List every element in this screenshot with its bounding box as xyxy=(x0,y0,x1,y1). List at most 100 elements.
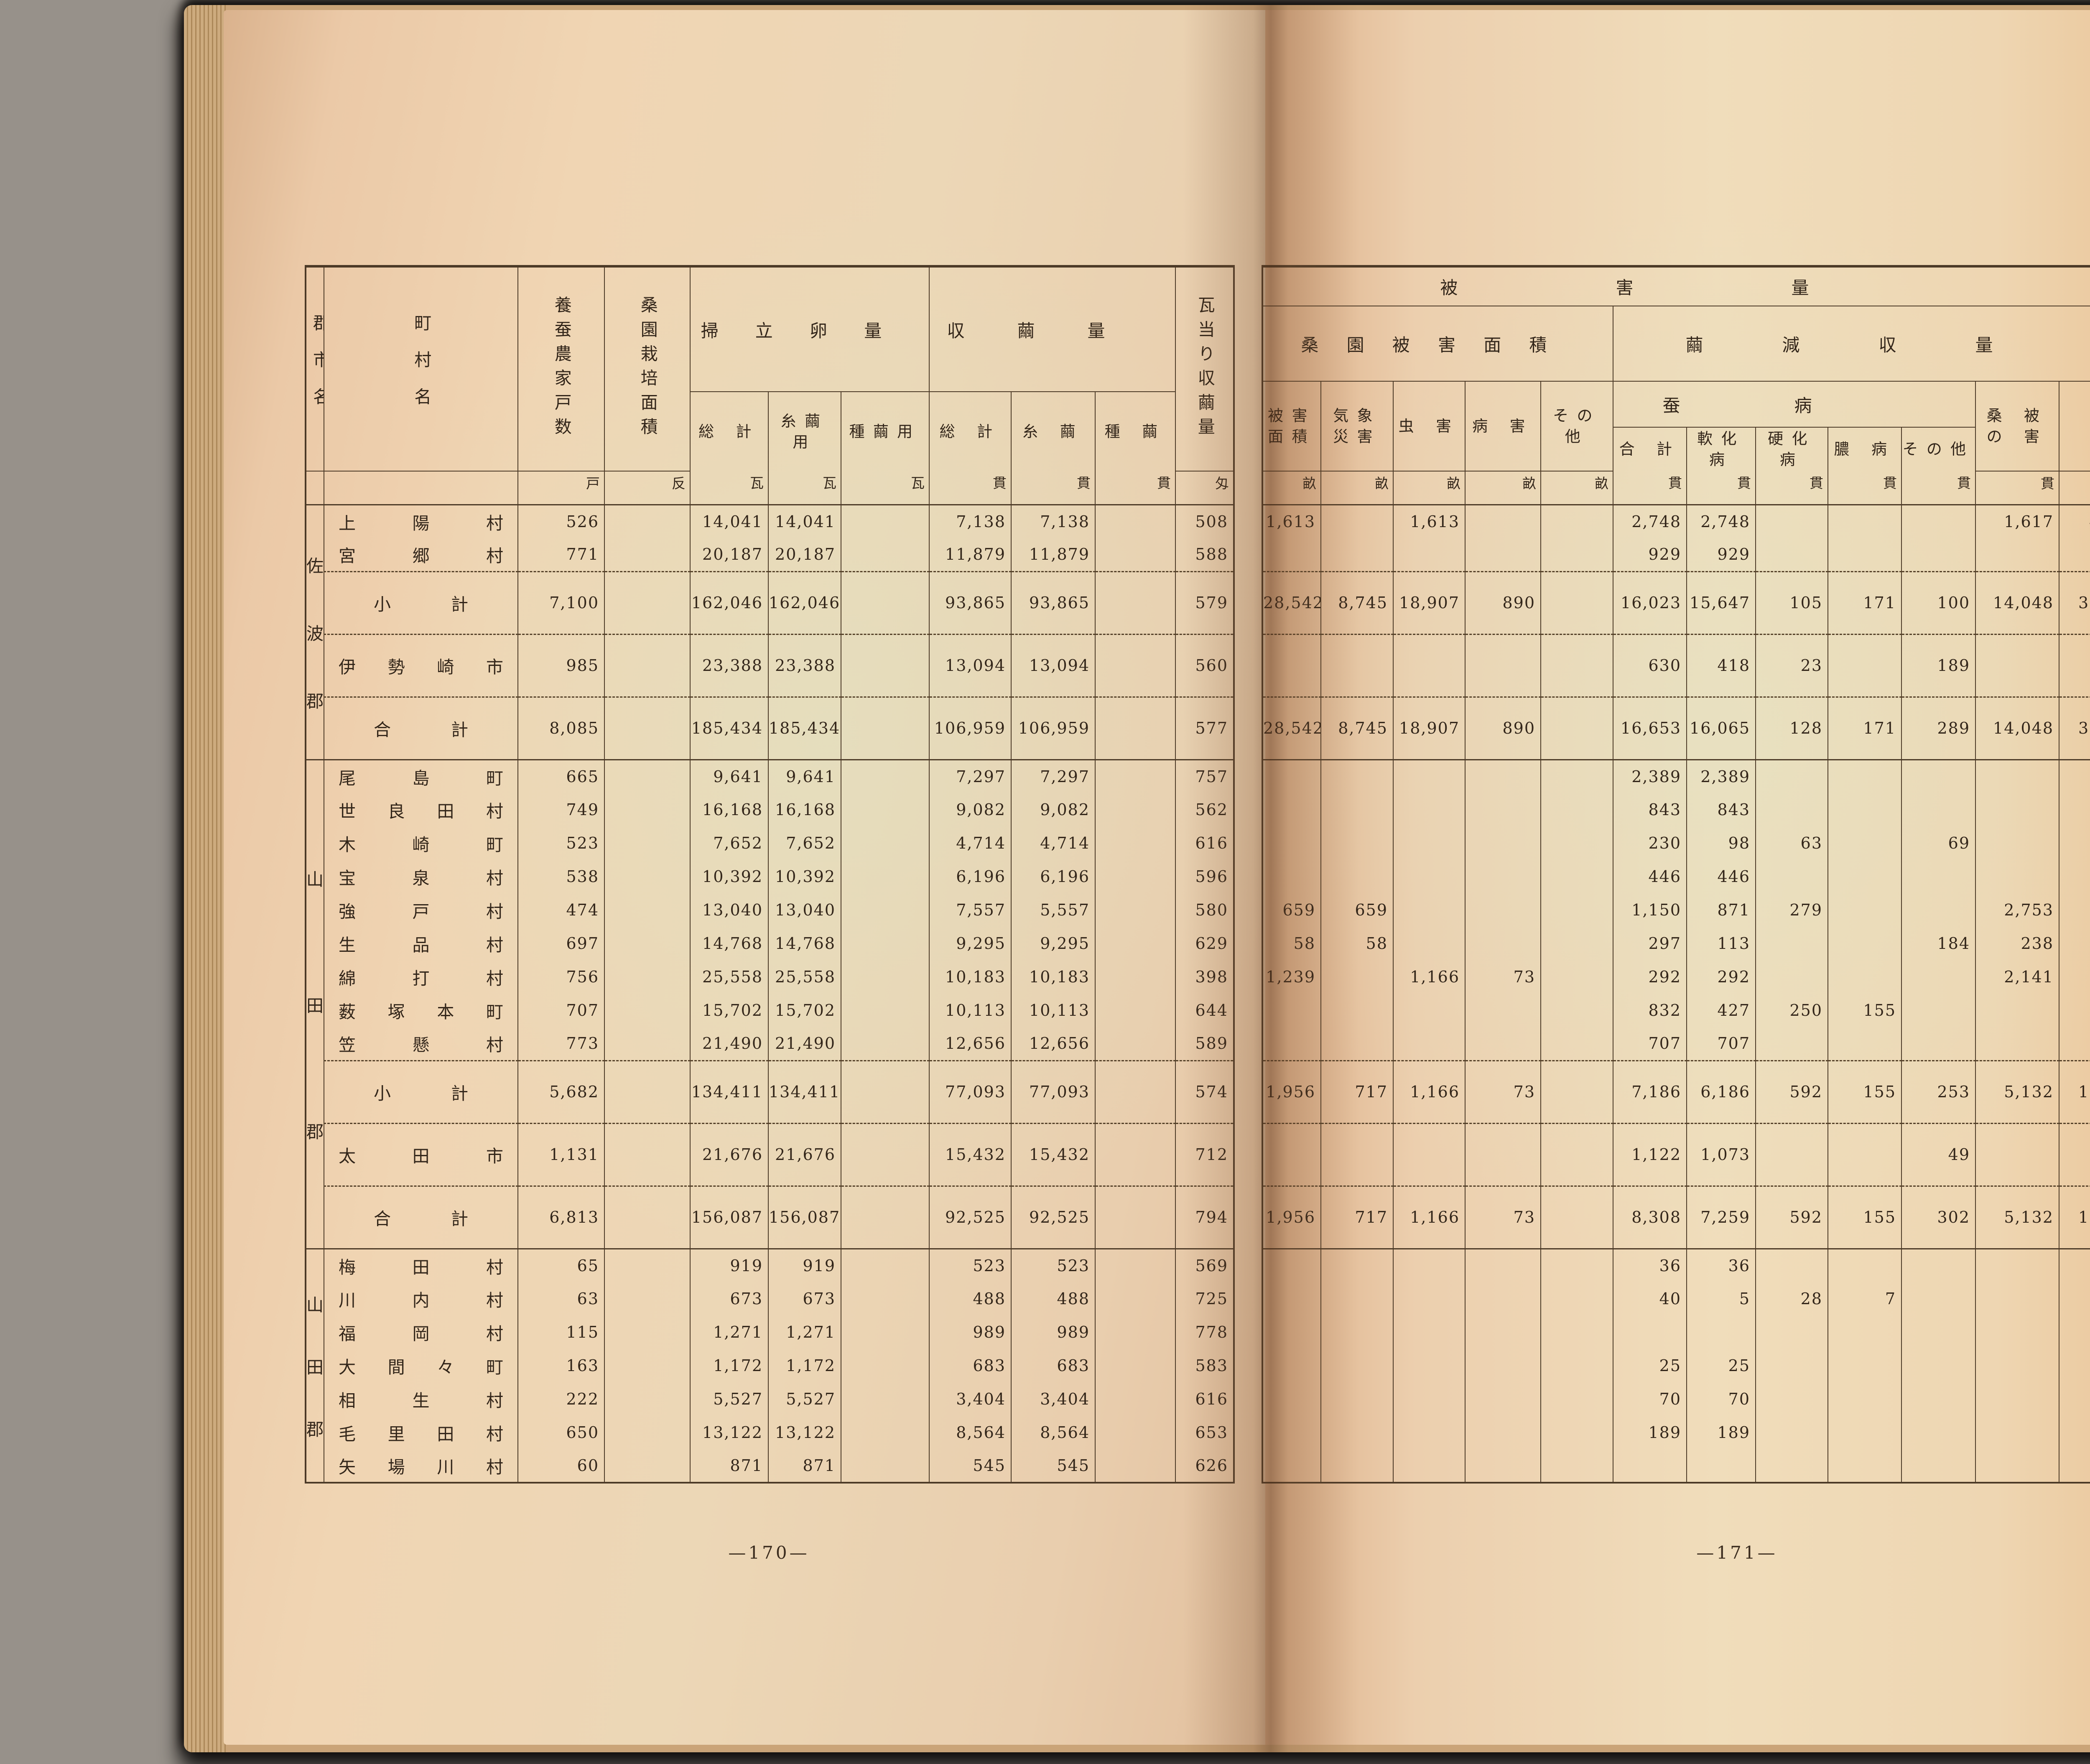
data-cell: 871 xyxy=(1686,893,1756,927)
data-cell: 11,879 xyxy=(1011,538,1096,571)
data-cell xyxy=(1755,1122,1828,1186)
data-cell: 12,318 xyxy=(2058,1060,2090,1123)
data-cell xyxy=(1465,538,1541,571)
page-number-right: —171— xyxy=(1696,1542,1778,1563)
data-cell: 659 xyxy=(1320,893,1393,927)
data-cell: 13,040 xyxy=(768,893,841,927)
data-cell: 616 xyxy=(1175,1382,1234,1416)
data-cell: 588 xyxy=(1175,538,1234,571)
data-cell: 1,956 xyxy=(1262,1185,1321,1249)
data-cell xyxy=(840,927,930,960)
data-cell: 538 xyxy=(517,860,604,893)
data-cell xyxy=(1827,759,1901,793)
data-cell: 10,113 xyxy=(929,994,1012,1027)
data-cell: 794 xyxy=(1175,1185,1234,1249)
data-cell: 20,187 xyxy=(690,538,768,571)
col-header-households: 養蚕農家戸数 xyxy=(517,266,604,472)
data-cell: 13,122 xyxy=(690,1416,768,1449)
data-cell xyxy=(1262,826,1321,860)
data-cell: 592 xyxy=(1755,1060,1828,1123)
data-cell: 7,297 xyxy=(1011,759,1096,793)
data-cell: 673 xyxy=(690,1282,768,1315)
data-cell: 989 xyxy=(929,1315,1012,1349)
data-cell: 15,647 xyxy=(1686,571,1756,634)
data-cell: 1,613 xyxy=(1262,504,1321,538)
town-name: 小計 xyxy=(324,571,518,634)
data-cell xyxy=(1393,1416,1465,1449)
table-row: 230986369230670 xyxy=(1262,826,2090,860)
data-cell xyxy=(1540,927,1613,960)
data-cell: 28 xyxy=(1755,1282,1828,1315)
table-row: 木崎町 523 7,652 7,652 4,714 4,714 616 xyxy=(306,826,1234,860)
data-cell xyxy=(840,696,930,760)
town-name: 薮塚本町 xyxy=(324,994,518,1027)
district-label: 山田郡 xyxy=(305,759,324,1249)
data-cell: 2,389 xyxy=(2058,759,2090,793)
data-cell: 569 xyxy=(1175,1248,1234,1282)
data-cell xyxy=(1827,1248,1901,1282)
data-cell xyxy=(1755,1315,1828,1349)
data-cell xyxy=(1540,994,1613,1027)
data-cell: 7,652 xyxy=(768,826,841,860)
data-cell xyxy=(604,1185,690,1249)
data-cell: 1,166 xyxy=(1393,1060,1465,1123)
data-cell: 93,865 xyxy=(1011,571,1096,634)
data-cell: 683 xyxy=(1011,1349,1096,1382)
data-cell xyxy=(1975,1027,2059,1060)
data-cell: 843 xyxy=(2058,793,2090,826)
data-cell xyxy=(1320,994,1393,1027)
table-row: 合計 6,813 156,087 156,087 92,525 92,525 794 xyxy=(306,1185,1234,1249)
data-cell xyxy=(1262,1027,1321,1060)
data-cell: 8,308 xyxy=(1613,1185,1687,1249)
data-cell: 7 xyxy=(1827,1282,1901,1315)
data-cell: 3,903 xyxy=(2058,893,2090,927)
data-cell xyxy=(1901,960,1975,994)
data-cell: 9,295 xyxy=(1011,927,1096,960)
data-cell: 189 xyxy=(1901,633,1975,697)
data-cell: 105 xyxy=(1755,571,1828,634)
unit-cell: 貫 xyxy=(1011,471,1096,505)
data-cell: 1,166 xyxy=(1393,1185,1465,1249)
data-cell: 9,295 xyxy=(929,927,1012,960)
unit-cell: 貫 xyxy=(1686,471,1756,505)
data-cell xyxy=(1262,1248,1321,1282)
data-cell: 65 xyxy=(517,1248,604,1282)
data-cell: 630 xyxy=(1613,633,1687,697)
data-cell xyxy=(840,538,930,571)
data-cell: 832 xyxy=(2058,994,2090,1027)
data-cell xyxy=(840,1027,930,1060)
data-cell: 21,490 xyxy=(690,1027,768,1060)
unit-cell: 貫 xyxy=(1975,471,2059,505)
data-cell xyxy=(1095,1349,1176,1382)
table-row: 伊勢崎市 985 23,388 23,388 13,094 13,094 560 xyxy=(306,633,1234,697)
data-cell xyxy=(1393,927,1465,960)
data-cell: 69 xyxy=(1901,826,1975,860)
data-cell xyxy=(604,1315,690,1349)
data-cell xyxy=(1262,793,1321,826)
data-cell xyxy=(1975,538,2059,571)
data-cell xyxy=(1540,793,1613,826)
data-cell xyxy=(604,759,690,793)
data-cell xyxy=(1320,538,1393,571)
town-name: 小計 xyxy=(324,1060,518,1123)
data-cell xyxy=(1095,1382,1176,1416)
data-cell: 14,041 xyxy=(768,504,841,538)
table-row: 生品村 697 14,768 14,768 9,295 9,295 629 xyxy=(306,927,1234,960)
data-cell xyxy=(1262,994,1321,1027)
data-cell xyxy=(1465,1349,1541,1382)
data-cell: 185,434 xyxy=(768,696,841,760)
data-cell xyxy=(1975,1349,2059,1382)
data-cell: 171 xyxy=(1827,571,1901,634)
town-name: 宝泉村 xyxy=(324,860,518,893)
data-cell xyxy=(1393,860,1465,893)
data-cell: 25,558 xyxy=(768,960,841,994)
data-cell: 707 xyxy=(2058,1027,2090,1060)
data-cell: 163 xyxy=(517,1349,604,1382)
data-cell xyxy=(604,1122,690,1186)
data-cell: 3,404 xyxy=(929,1382,1012,1416)
data-cell xyxy=(840,893,930,927)
data-cell: 73 xyxy=(1465,960,1541,994)
data-cell: 155 xyxy=(1827,1185,1901,1249)
